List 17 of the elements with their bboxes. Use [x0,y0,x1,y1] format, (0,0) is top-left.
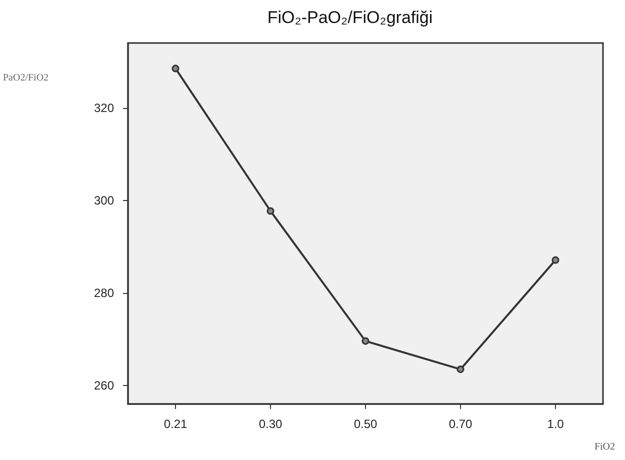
x-tick-label: 1.0 [547,417,564,431]
point [456,366,464,374]
point [362,337,370,345]
point [172,64,180,72]
y-tick-label: 320 [94,100,114,115]
point [552,256,560,264]
y-tick-label: 280 [94,286,114,300]
x-tick-label: 0.50 [354,417,378,431]
x-tick-label: 0.30 [258,417,282,431]
x-tick-label: 0.70 [448,417,472,431]
y-tick-label: 260 [94,378,114,392]
x-tick-label: 0.21 [164,417,188,431]
point [266,207,274,215]
chart-title: FiO₂-PaO₂/FiO₂grafiği [267,8,433,27]
x-axis-title: FiO2 [594,442,615,452]
y-axis-title: PaO2/FiO2 [3,72,49,84]
y-tick-label: 300 [94,193,114,208]
